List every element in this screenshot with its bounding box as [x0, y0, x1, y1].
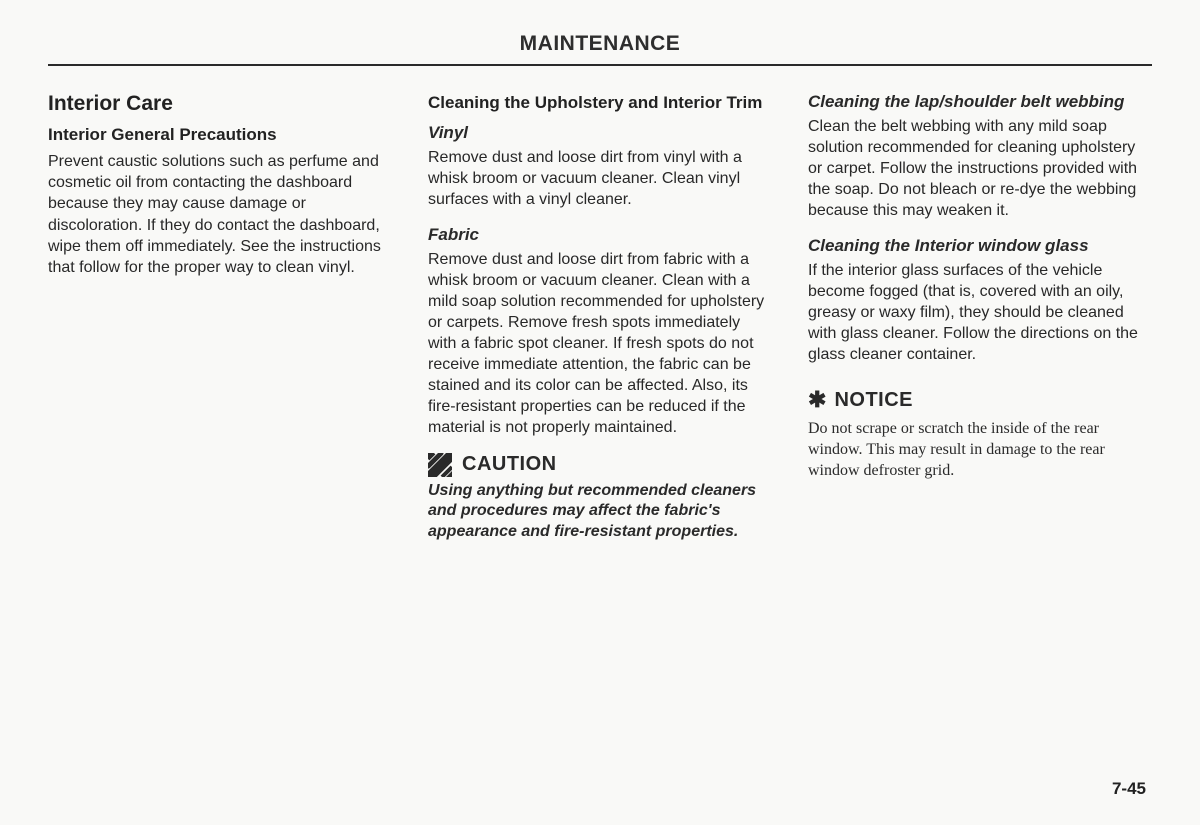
column-1: Interior Care Interior General Precautio… [48, 92, 392, 543]
section-title-interior-care: Interior Care [48, 92, 392, 116]
subheading-belt-webbing: Cleaning the lap/shoulder belt webbing [808, 92, 1152, 112]
notice-label: NOTICE [834, 389, 913, 412]
page-number: 7-45 [1112, 779, 1146, 799]
caution-body: Using anything but recommended cleaners … [428, 481, 772, 543]
column-2: Cleaning the Upholstery and Interior Tri… [428, 92, 772, 543]
body-window-glass: If the interior glass surfaces of the ve… [808, 260, 1152, 366]
notice-header: ✱ NOTICE [808, 387, 1152, 413]
subheading-fabric: Fabric [428, 225, 772, 245]
notice-asterisk-icon: ✱ [808, 387, 826, 413]
body-belt-webbing: Clean the belt webbing with any mild soa… [808, 116, 1152, 222]
subsection-title-precautions: Interior General Precautions [48, 124, 392, 145]
content-columns: Interior Care Interior General Precautio… [48, 92, 1152, 543]
body-fabric: Remove dust and loose dirt from fabric w… [428, 249, 772, 439]
caution-header: CAUTION [428, 453, 772, 477]
caution-label: CAUTION [462, 453, 557, 476]
subheading-vinyl: Vinyl [428, 123, 772, 143]
body-precautions: Prevent caustic solutions such as perfum… [48, 151, 392, 278]
body-vinyl: Remove dust and loose dirt from vinyl wi… [428, 147, 772, 210]
notice-body: Do not scrape or scratch the inside of t… [808, 419, 1152, 481]
subsection-title-upholstery: Cleaning the Upholstery and Interior Tri… [428, 92, 772, 113]
subheading-window-glass: Cleaning the Interior window glass [808, 236, 1152, 256]
page-header: MAINTENANCE [48, 32, 1152, 66]
column-3: Cleaning the lap/shoulder belt webbing C… [808, 92, 1152, 543]
caution-stripes-icon [428, 453, 452, 477]
